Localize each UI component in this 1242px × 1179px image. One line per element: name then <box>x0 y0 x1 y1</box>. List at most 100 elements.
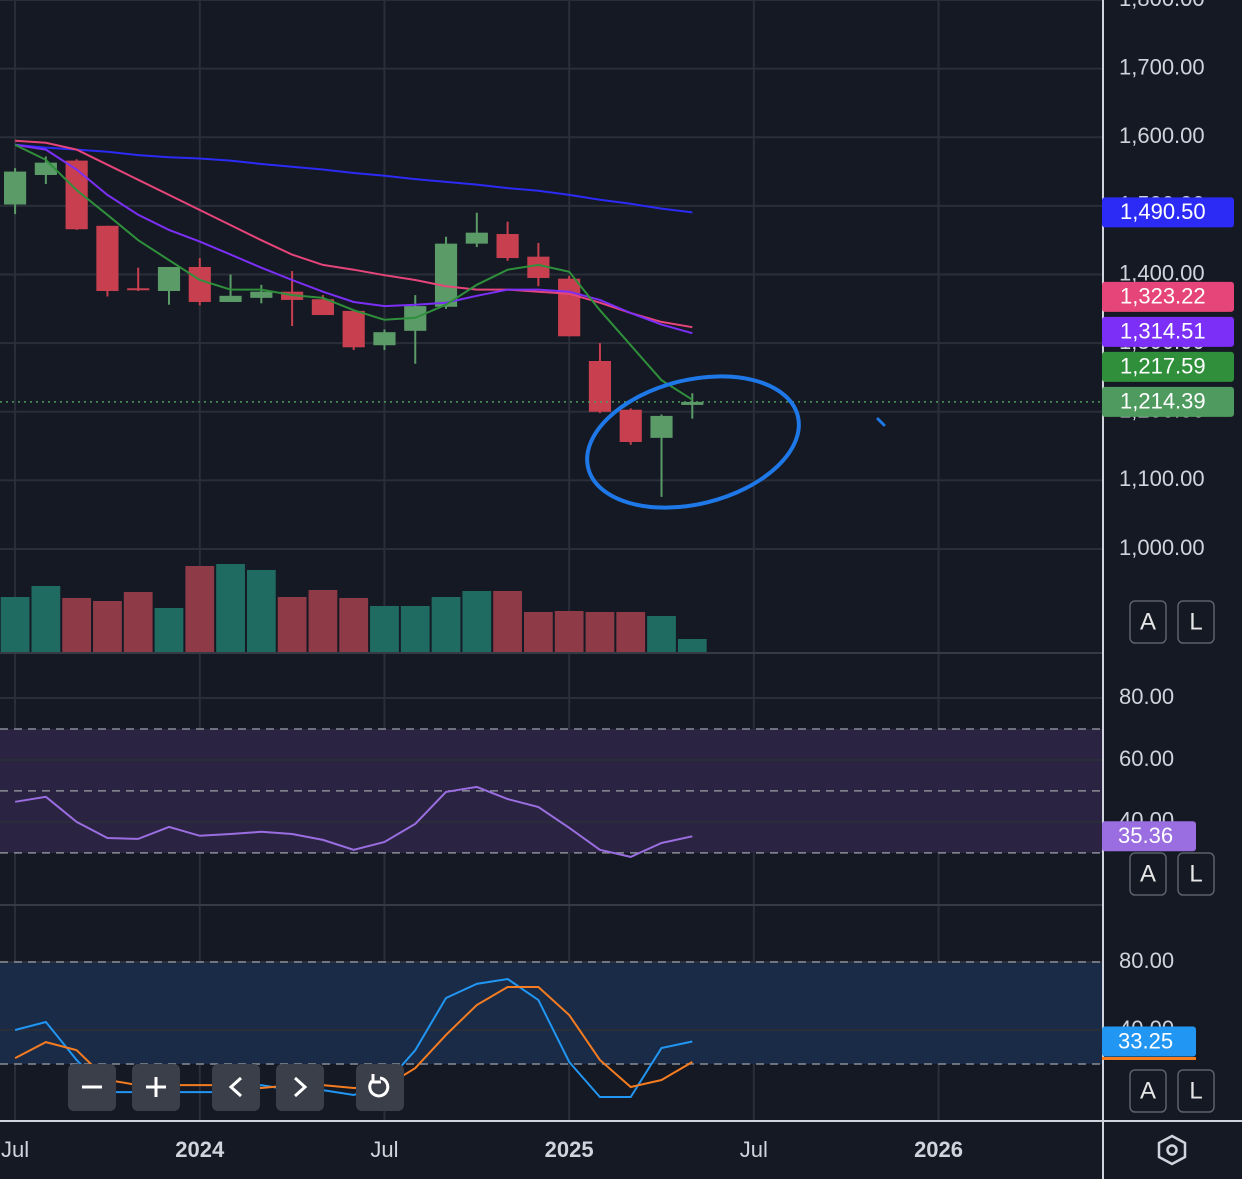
y-tick-label: 60.00 <box>1119 746 1174 771</box>
candle-body <box>219 295 242 302</box>
settings-icon-center <box>1166 1144 1178 1156</box>
volume-bar <box>308 590 338 652</box>
candle-body <box>311 299 334 316</box>
price-badge <box>1102 197 1234 228</box>
price-badge <box>1102 386 1234 417</box>
scale-button-label: L <box>1189 608 1202 635</box>
x-tick-label: Jul <box>370 1137 398 1162</box>
scale-button[interactable] <box>1177 1069 1215 1113</box>
volume-bar <box>370 606 399 652</box>
indicator-line <box>14 977 693 1098</box>
right-icon <box>293 1076 308 1098</box>
candle-body <box>188 266 211 302</box>
price-badge <box>1102 351 1234 382</box>
scroll-left-button[interactable] <box>212 1064 260 1111</box>
volume-bar <box>677 639 707 652</box>
reset-button[interactable] <box>356 1064 404 1111</box>
price-badge-label: 33.25 <box>1118 1028 1173 1053</box>
scroll-right-button[interactable] <box>276 1064 324 1111</box>
volume-bar <box>277 597 307 652</box>
volume-bar <box>123 592 153 652</box>
indicator-band <box>0 961 1102 1065</box>
price-badge-label: 1,314.51 <box>1120 319 1206 344</box>
indicator-line <box>14 143 693 335</box>
candle-body <box>619 409 642 442</box>
candle-body <box>373 332 396 346</box>
indicator-line <box>15 143 693 214</box>
volume-bar <box>0 597 30 652</box>
volume-bar <box>554 611 584 652</box>
price-badge <box>1102 1026 1196 1057</box>
marks-layer <box>0 139 1102 1098</box>
candle-body <box>250 291 273 298</box>
volume-bar <box>31 586 61 652</box>
scale-button-label: L <box>1189 860 1202 887</box>
volume-bar <box>493 591 522 652</box>
scale-button[interactable] <box>1177 600 1215 644</box>
candle-body <box>681 401 704 405</box>
volume-bar <box>523 612 553 652</box>
annotation-ellipse <box>585 374 801 510</box>
scale-button[interactable] <box>1129 1069 1167 1113</box>
candle-body <box>157 266 181 291</box>
price-badge-label: 35.36 <box>1118 823 1173 848</box>
settings-button[interactable] <box>1157 1134 1187 1166</box>
candle-body <box>434 243 458 307</box>
volume-bar <box>616 612 646 652</box>
grid-layer <box>0 0 1102 1120</box>
candle-body <box>65 160 88 230</box>
y-tick-label: 1,100.00 <box>1119 466 1205 491</box>
y-tick-label: 1,000.00 <box>1119 535 1205 560</box>
price-badge-label: 1,323.22 <box>1120 284 1206 309</box>
volume-bar <box>154 608 184 652</box>
scale-button[interactable] <box>1129 852 1167 896</box>
indicator-line <box>14 785 693 858</box>
scale-button[interactable] <box>1129 600 1167 644</box>
scale-button-label: A <box>1140 608 1156 635</box>
price-badge-label: 1,217.59 <box>1120 354 1206 379</box>
x-tick-label: Jul <box>1 1137 29 1162</box>
y-tick-label: 1,800.00 <box>1119 0 1205 11</box>
indicator-line <box>15 139 693 329</box>
volume-bar <box>339 598 369 652</box>
candle-body <box>650 415 673 438</box>
annotation-dot <box>876 417 886 427</box>
y-tick-label: 1,700.00 <box>1119 54 1205 79</box>
plus-icon <box>146 1077 166 1097</box>
volume-bar <box>93 601 122 652</box>
x-tick-label: Jul <box>740 1137 768 1162</box>
y-tick-label: 80.00 <box>1119 948 1174 973</box>
candle-body <box>496 234 519 259</box>
candle-body <box>527 256 550 278</box>
price-badge <box>1102 316 1234 347</box>
volume-bar <box>462 591 492 652</box>
volume-bar <box>62 598 92 652</box>
zoom-toolbar <box>68 1064 404 1111</box>
x-tick-label: 2024 <box>175 1137 225 1162</box>
x-tick-label: 2025 <box>545 1137 594 1162</box>
reset-arrow <box>371 1074 381 1084</box>
volume-bar <box>585 612 615 652</box>
scale-button-label: L <box>1189 1077 1202 1104</box>
x-tick-label: 2026 <box>914 1137 963 1162</box>
scale-button-label: A <box>1140 860 1156 887</box>
volume-bar <box>246 570 276 652</box>
price-badge-label: 1,214.39 <box>1120 389 1206 414</box>
volume-bar <box>185 566 215 652</box>
y-tick-label: 1,600.00 <box>1119 123 1205 148</box>
left-icon <box>228 1076 243 1098</box>
candle-body <box>4 171 27 205</box>
price-badge <box>1102 281 1234 312</box>
candle-body <box>127 288 150 291</box>
price-badge <box>1102 821 1196 852</box>
candle-body <box>588 361 612 412</box>
scale-button[interactable] <box>1177 852 1215 896</box>
volume-bar <box>647 616 676 652</box>
candle-body <box>465 232 488 244</box>
price-badge-label: 1,490.50 <box>1120 199 1206 224</box>
candle-body <box>558 278 581 337</box>
y-tick-label: 80.00 <box>1119 684 1174 709</box>
scale-button-label: A <box>1140 1077 1156 1104</box>
